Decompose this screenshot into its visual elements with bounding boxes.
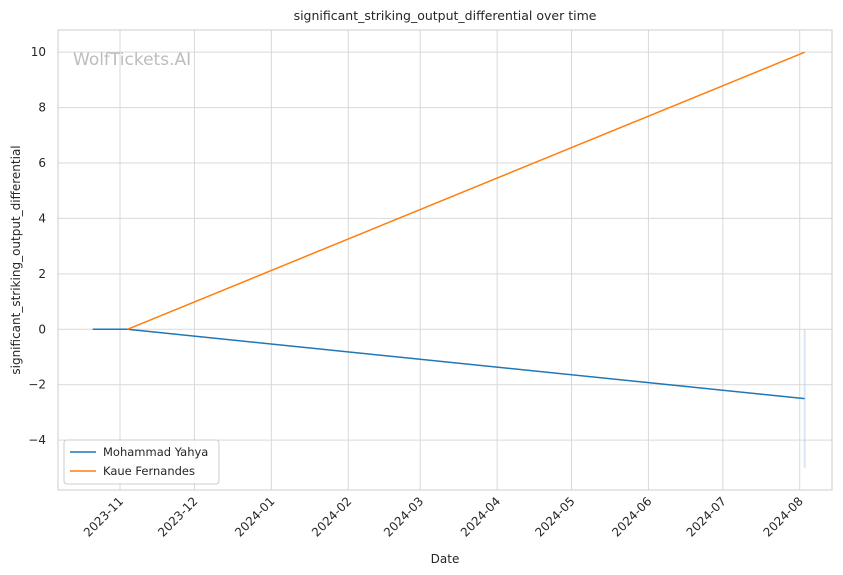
x-tick-labels: 2023-11 2023-12 2024-01 2024-02 2024-03 2024-… xyxy=(81,494,806,539)
y-tick-label: 6 xyxy=(38,156,46,170)
y-tick-label: 4 xyxy=(38,211,46,225)
x-tick-label: 2024-06 xyxy=(609,494,654,539)
legend-label-kaue-fernandes: Kaue Fernandes xyxy=(103,464,195,478)
y-tick-label: 10 xyxy=(31,45,46,59)
x-tick-label: 2024-04 xyxy=(458,494,503,539)
x-tick-label: 2023-11 xyxy=(81,494,126,539)
y-tick-label: −4 xyxy=(28,433,46,447)
legend-label-mohammad-yahya: Mohammad Yahya xyxy=(103,445,208,459)
plot-frame xyxy=(57,29,833,491)
x-tick-label: 2024-05 xyxy=(532,494,577,539)
x-tick-label: 2024-02 xyxy=(309,494,354,539)
x-tick-label: 2024-08 xyxy=(761,494,806,539)
x-axis-title: Date xyxy=(431,552,460,566)
y-tick-label: 8 xyxy=(38,101,46,115)
watermark-text: WolfTickets.AI xyxy=(73,50,191,70)
confidence-band xyxy=(803,329,806,468)
variance-band xyxy=(803,329,806,468)
series-lines xyxy=(92,51,805,400)
x-tick-label: 2023-12 xyxy=(155,494,200,539)
y-tick-label: −2 xyxy=(28,378,46,392)
x-tick-label: 2024-03 xyxy=(381,494,426,539)
y-tick-label: 2 xyxy=(38,267,46,281)
x-tick-label: 2024-07 xyxy=(684,494,729,539)
y-tick-label: 0 xyxy=(38,322,46,336)
legend-box xyxy=(63,439,220,485)
y-axis-title: significant_striking_output_differential xyxy=(9,145,23,374)
y-tick-labels: −4 −2 0 2 4 6 8 10 xyxy=(28,45,46,447)
legend: Mohammad Yahya Kaue Fernandes xyxy=(63,439,220,485)
x-tick-label: 2024-01 xyxy=(232,494,277,539)
series-line-kaue-fernandes xyxy=(127,51,805,330)
plot-border xyxy=(57,29,833,491)
grid-lines xyxy=(58,30,832,490)
chart-title: significant_striking_output_differential… xyxy=(294,8,597,23)
series-line-mohammad-yahya xyxy=(92,328,805,400)
